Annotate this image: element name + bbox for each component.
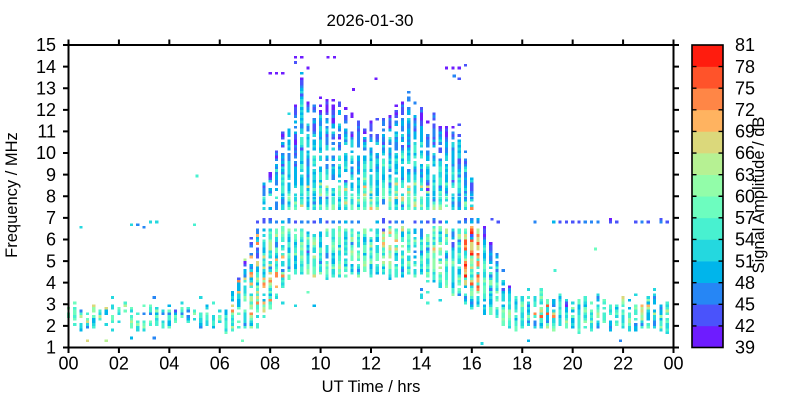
svg-text:12: 12 <box>36 100 56 120</box>
svg-text:75: 75 <box>735 78 755 98</box>
svg-text:48: 48 <box>735 273 755 293</box>
svg-text:5: 5 <box>46 251 56 271</box>
svg-text:69: 69 <box>735 122 755 142</box>
svg-text:8: 8 <box>46 186 56 206</box>
svg-text:16: 16 <box>462 354 482 374</box>
svg-text:00: 00 <box>58 354 78 374</box>
svg-text:12: 12 <box>361 354 381 374</box>
svg-text:22: 22 <box>613 354 633 374</box>
svg-text:10: 10 <box>311 354 331 374</box>
svg-text:08: 08 <box>260 354 280 374</box>
svg-text:15: 15 <box>36 35 56 55</box>
svg-text:18: 18 <box>512 354 532 374</box>
svg-text:2026-01-30: 2026-01-30 <box>327 11 414 30</box>
svg-text:02: 02 <box>109 354 129 374</box>
svg-text:Frequency / MHz: Frequency / MHz <box>3 132 21 258</box>
svg-text:04: 04 <box>159 354 179 374</box>
svg-text:72: 72 <box>735 100 755 120</box>
svg-text:3: 3 <box>46 295 56 315</box>
svg-text:66: 66 <box>735 143 755 163</box>
svg-text:Signal Amplitude / dB: Signal Amplitude / dB <box>750 117 768 274</box>
svg-text:2: 2 <box>46 316 56 336</box>
svg-text:9: 9 <box>46 165 56 185</box>
svg-text:00: 00 <box>663 354 683 374</box>
svg-text:06: 06 <box>210 354 230 374</box>
svg-text:42: 42 <box>735 316 755 336</box>
svg-text:13: 13 <box>36 78 56 98</box>
svg-text:6: 6 <box>46 230 56 250</box>
svg-text:10: 10 <box>36 143 56 163</box>
svg-text:11: 11 <box>37 122 56 142</box>
svg-text:14: 14 <box>411 354 431 374</box>
svg-text:51: 51 <box>735 251 755 271</box>
svg-text:4: 4 <box>46 273 56 293</box>
svg-text:45: 45 <box>735 295 755 315</box>
svg-text:60: 60 <box>735 186 755 206</box>
svg-text:14: 14 <box>36 57 56 77</box>
svg-text:78: 78 <box>735 57 755 77</box>
svg-text:39: 39 <box>735 338 755 358</box>
svg-text:57: 57 <box>735 208 755 228</box>
svg-text:20: 20 <box>563 354 583 374</box>
svg-text:UT Time / hrs: UT Time / hrs <box>322 378 421 396</box>
svg-text:63: 63 <box>735 165 755 185</box>
svg-text:54: 54 <box>735 230 755 250</box>
svg-text:7: 7 <box>46 208 56 228</box>
svg-text:1: 1 <box>46 338 56 358</box>
svg-text:81: 81 <box>735 35 755 55</box>
